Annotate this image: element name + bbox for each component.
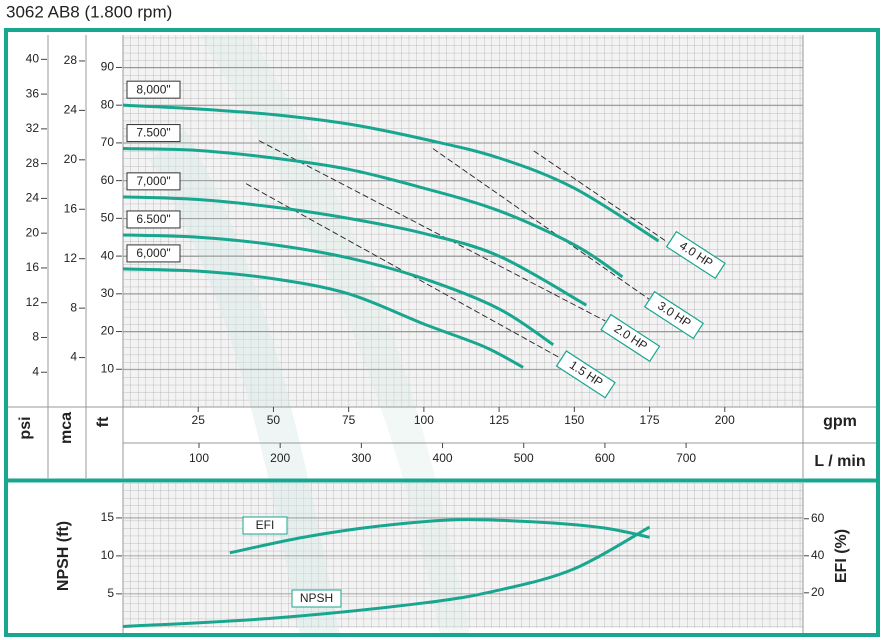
curve: [229, 518, 650, 555]
power-line: [245, 183, 562, 359]
y-tick-label: 5: [107, 586, 114, 600]
x2-tick-label: 400: [433, 451, 453, 465]
label-box: [126, 80, 181, 99]
y-tick-label: 80: [101, 97, 115, 111]
watermark: [150, 130, 340, 637]
y-tick-label: 50: [101, 211, 115, 225]
series-label: 8,000": [136, 82, 170, 96]
x-tick-label: 25: [192, 413, 206, 427]
minor-grid: [123, 35, 803, 407]
y-tick-label: 8: [70, 300, 77, 314]
y-tick-label: 40: [101, 248, 115, 262]
x2-tick-label: 600: [595, 451, 615, 465]
series-label: 6,000": [136, 246, 170, 260]
x-tick-label: 125: [489, 413, 509, 427]
y-tick-label: 20: [26, 225, 40, 239]
y-tick-label: 24: [26, 191, 40, 205]
axis-label: gpm: [823, 413, 857, 430]
y-tick-label: 20: [101, 324, 115, 338]
label-box: [555, 350, 616, 399]
y-tick-label: 4: [32, 364, 39, 378]
curve: [122, 267, 524, 369]
y2-tick-label: 60: [811, 511, 825, 525]
curve: [122, 195, 588, 307]
curve: [122, 147, 624, 279]
y-tick-label: 28: [26, 156, 40, 170]
series-label: NPSH: [300, 591, 333, 605]
series-label: 7,000": [136, 174, 170, 188]
y-tick-label: 16: [64, 201, 78, 215]
y-tick-label: 16: [26, 260, 40, 274]
axis-label: mca: [58, 412, 75, 444]
y-tick-label: 20: [64, 152, 78, 166]
y-tick-label: 24: [64, 103, 78, 117]
chart-title: 3062 AB8 (1.800 rpm): [6, 2, 172, 21]
y2-tick-label: 20: [811, 585, 825, 599]
x2-tick-label: 100: [189, 451, 209, 465]
label-box: [242, 516, 288, 535]
label-box: [600, 313, 661, 363]
x-tick-label: 175: [640, 413, 660, 427]
y-tick-label: 28: [64, 53, 78, 67]
curve: [122, 525, 651, 628]
x2-tick-label: 200: [270, 451, 290, 465]
frame: [4, 28, 880, 637]
label-box: [643, 290, 705, 340]
y-tick-label: 60: [101, 173, 115, 187]
y-tick-label: 30: [101, 286, 115, 300]
axis-label: EFI (%): [833, 529, 850, 583]
curve: [122, 233, 555, 346]
y-tick-label: 40: [26, 52, 40, 66]
label-box: [126, 210, 181, 229]
y-tick-label: 36: [26, 86, 40, 100]
power-line: [432, 148, 650, 300]
label-box: [665, 230, 726, 280]
x2-tick-label: 500: [514, 451, 534, 465]
y-tick-label: 8: [32, 330, 39, 344]
y-tick-label: 10: [101, 548, 115, 562]
y-tick-label: 32: [26, 121, 40, 135]
x-tick-label: 50: [267, 413, 281, 427]
series-label: 7.500": [136, 126, 170, 140]
axis-label: NPSH (ft): [55, 521, 72, 591]
label-box: [126, 172, 181, 191]
x-tick-label: 200: [715, 413, 735, 427]
label-box: [126, 244, 181, 263]
y-tick-label: 90: [101, 60, 115, 74]
x2-tick-label: 300: [351, 451, 371, 465]
axis-label: psi: [17, 416, 34, 439]
x-tick-label: 75: [342, 413, 356, 427]
x-tick-label: 150: [564, 413, 584, 427]
curve: [122, 103, 660, 243]
power-line: [258, 140, 606, 322]
x2-tick-label: 700: [676, 451, 696, 465]
y-tick-label: 4: [70, 350, 77, 364]
y-tick-label: 12: [26, 295, 40, 309]
watermark: [200, 35, 470, 637]
x-tick-label: 100: [414, 413, 434, 427]
label-box: [291, 589, 342, 608]
label-box: [126, 124, 181, 143]
y-tick-label: 70: [101, 135, 115, 149]
y-tick-label: 10: [101, 361, 115, 375]
series-label: EFI: [256, 518, 275, 532]
axis-label: L / min: [814, 453, 865, 470]
y-tick-label: 15: [101, 510, 115, 524]
y-tick-label: 12: [64, 251, 78, 265]
series-label: 6.500": [136, 212, 170, 226]
axis-label: ft: [95, 416, 112, 427]
y2-tick-label: 40: [811, 548, 825, 562]
